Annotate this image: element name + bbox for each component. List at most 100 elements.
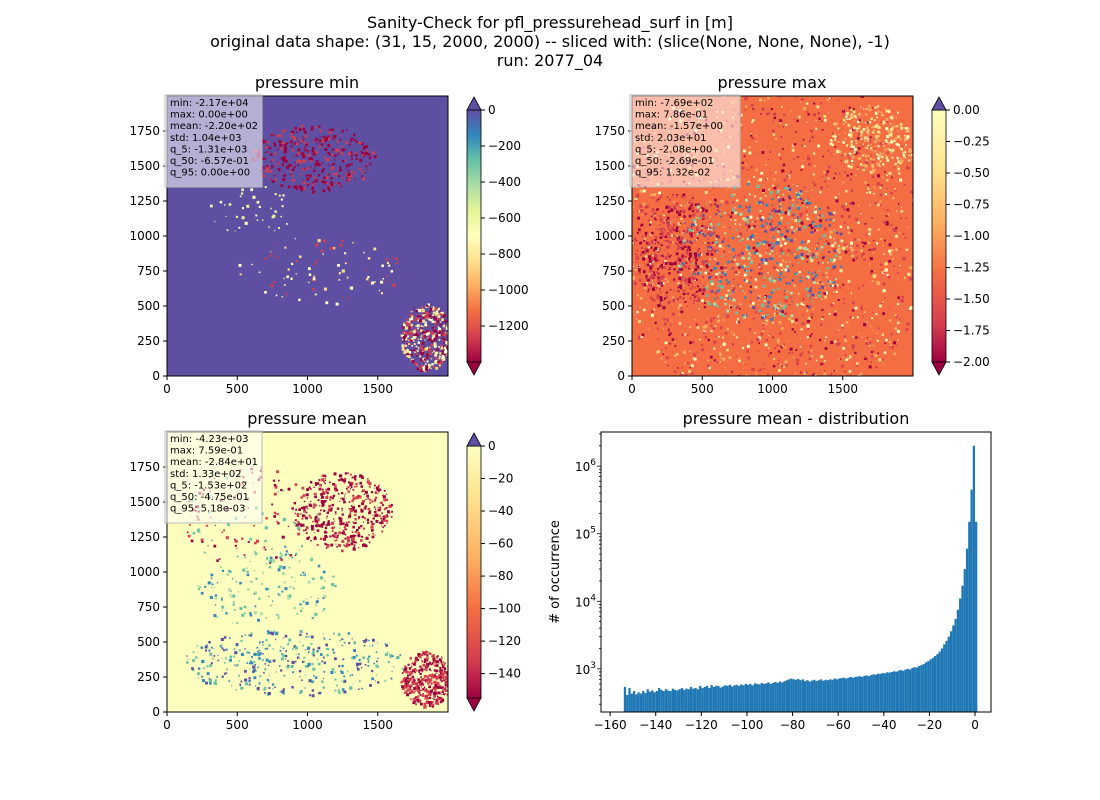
heatmap-cell	[408, 667, 412, 670]
heatmap-cell	[433, 316, 436, 319]
heatmap-cell	[827, 261, 829, 264]
heatmap-cell	[723, 397, 726, 400]
heatmap-cell	[297, 159, 300, 163]
heatmap-cell	[901, 295, 904, 299]
heatmap-cell	[293, 501, 297, 505]
heatmap-cell	[743, 264, 746, 267]
heatmap-cell	[443, 331, 446, 333]
heatmap-cell	[773, 315, 776, 317]
heatmap-cell	[715, 240, 718, 244]
heatmap-cell	[851, 189, 854, 192]
heatmap-cell	[804, 270, 806, 272]
heatmap-cell	[689, 341, 692, 345]
heatmap-cell	[319, 505, 321, 507]
heatmap-cell	[822, 394, 824, 396]
heatmap-cell	[836, 148, 838, 151]
heatmap-cell	[665, 291, 668, 294]
heatmap-cell	[771, 257, 774, 260]
heatmap-cell	[744, 105, 748, 108]
heatmap-cell	[710, 317, 713, 320]
heatmap-cell	[417, 338, 420, 340]
heatmap-cell	[862, 315, 864, 317]
heatmap-cell	[807, 294, 810, 297]
heatmap-cell	[679, 296, 681, 298]
heatmap-cell	[882, 120, 886, 124]
heatmap-cell	[366, 480, 370, 484]
heatmap-cell	[754, 69, 755, 70]
stats-line: q_95: 1.32e-02	[635, 168, 710, 179]
heatmap-cell	[808, 357, 812, 361]
heatmap-cell	[879, 165, 881, 167]
heatmap-cell	[332, 173, 334, 176]
heatmap-cell	[759, 218, 763, 222]
heatmap-cell	[876, 138, 878, 141]
heatmap-cell	[849, 87, 852, 90]
heatmap-cell	[782, 163, 786, 167]
heatmap-cell	[760, 202, 762, 205]
heatmap-cell	[361, 170, 364, 173]
heatmap-cell	[300, 513, 302, 515]
heatmap-cell	[703, 285, 705, 287]
heatmap-cell	[784, 226, 787, 229]
heatmap-cell	[803, 352, 805, 354]
heatmap-cell	[764, 212, 767, 215]
heatmap-cell	[273, 280, 276, 283]
heatmap-cell	[876, 339, 879, 342]
heatmap-cell	[811, 94, 812, 95]
heatmap-cell	[824, 243, 827, 246]
heatmap-cell	[779, 255, 781, 257]
heatmap-cell	[815, 240, 817, 242]
heatmap-cell	[801, 144, 803, 147]
heatmap-cell	[704, 271, 708, 275]
heatmap-cell	[421, 309, 425, 313]
heatmap-cell	[718, 335, 720, 338]
heatmap-cell	[632, 310, 634, 313]
heatmap-cell	[817, 144, 820, 148]
heatmap-cell	[806, 275, 810, 279]
heatmap-cell	[283, 156, 286, 159]
heatmap-cell	[865, 234, 868, 237]
heatmap-cell	[772, 120, 774, 122]
heatmap-cell	[675, 252, 679, 256]
heatmap-cell	[776, 191, 780, 194]
heatmap-cell	[704, 324, 708, 328]
heatmap-cell	[755, 249, 759, 253]
heatmap-cell	[687, 279, 689, 281]
heatmap-cell	[730, 194, 734, 197]
heatmap-cell	[801, 322, 805, 326]
heatmap-cell	[755, 402, 757, 404]
heatmap-cell	[443, 346, 447, 349]
heatmap-cell	[363, 145, 367, 149]
heatmap-cell	[804, 372, 807, 375]
heatmap-cell	[290, 145, 293, 148]
heatmap-cell	[734, 223, 737, 225]
heatmap-cell	[680, 246, 683, 249]
heatmap-cell	[619, 259, 622, 262]
heatmap-cell	[765, 321, 768, 324]
heatmap-cell	[436, 672, 438, 674]
heatmap-cell	[273, 142, 276, 145]
heatmap-cell	[784, 242, 787, 245]
heatmap-cell	[293, 128, 295, 130]
heatmap-cell	[899, 248, 902, 250]
heatmap-cell	[337, 493, 340, 495]
heatmap-cell	[693, 378, 696, 381]
heatmap-cell	[612, 249, 614, 251]
heatmap-cell	[659, 259, 661, 261]
heatmap-cell	[701, 242, 703, 244]
heatmap-cell	[870, 325, 872, 328]
heatmap-cell	[654, 238, 657, 242]
heatmap-cell	[842, 240, 844, 242]
heatmap-cell	[888, 172, 892, 175]
heatmap-cell	[716, 270, 720, 274]
heatmap-cell	[310, 525, 314, 528]
heatmap-cell	[334, 487, 337, 491]
heatmap-cell	[355, 535, 357, 537]
heatmap-cell	[875, 366, 878, 368]
heatmap-cell	[336, 507, 340, 510]
heatmap-cell	[746, 177, 750, 180]
colorbar-tick-label: −800	[488, 247, 521, 261]
heatmap-cell	[762, 324, 765, 327]
heatmap-cell	[314, 167, 316, 169]
